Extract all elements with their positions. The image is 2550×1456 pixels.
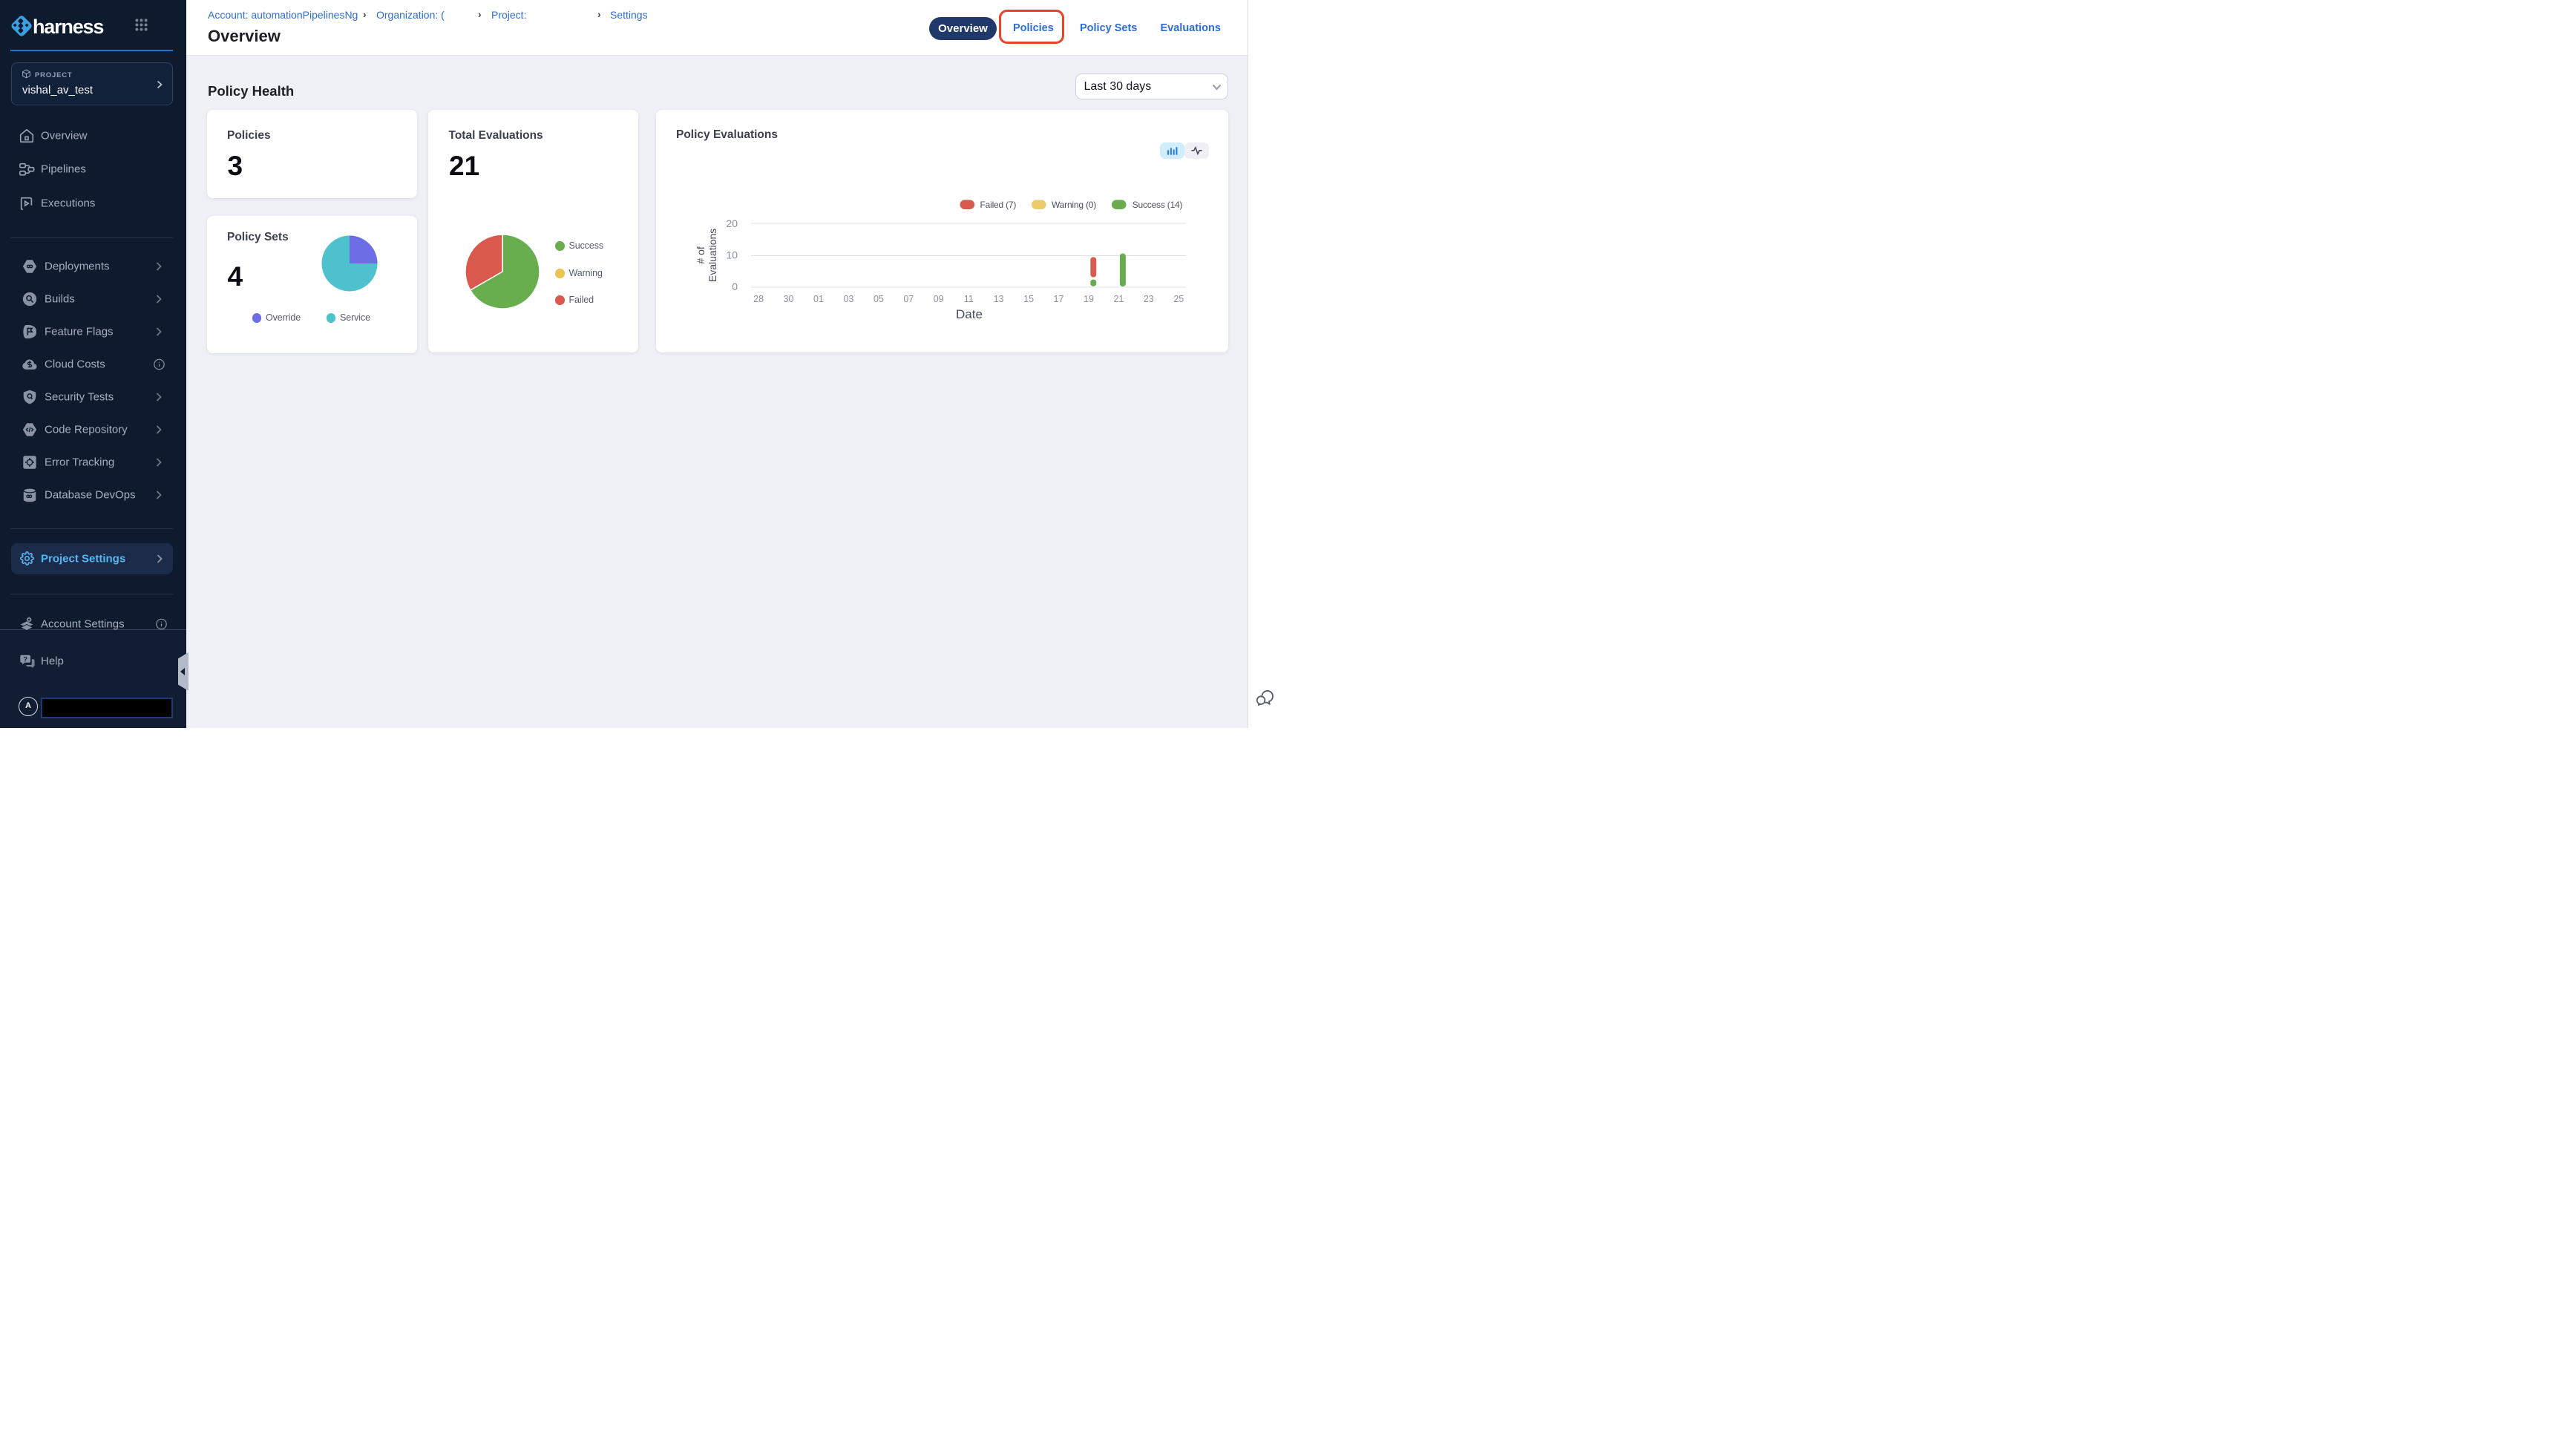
svg-text:Success (14): Success (14) (1132, 200, 1182, 210)
svg-text:11: 11 (963, 294, 973, 304)
svg-text:?: ? (23, 656, 27, 663)
svg-text:Failed (7): Failed (7) (980, 200, 1016, 210)
svg-text:07: 07 (903, 294, 914, 304)
svg-text:21: 21 (1113, 294, 1124, 304)
svg-text:Date: Date (956, 307, 983, 321)
svg-text:28: 28 (753, 294, 764, 304)
svg-text:20: 20 (726, 217, 738, 229)
svg-text:09: 09 (933, 294, 943, 304)
svg-text:0: 0 (732, 281, 738, 292)
svg-text:05: 05 (873, 294, 883, 304)
svg-text:# ofEvaluations: # ofEvaluations (695, 229, 718, 282)
svg-text:03: 03 (843, 294, 853, 304)
svg-text:25: 25 (1173, 294, 1184, 304)
svg-text:19: 19 (1084, 294, 1094, 304)
svg-text:30: 30 (783, 294, 793, 304)
svg-text:23: 23 (1143, 294, 1153, 304)
svg-text:10: 10 (726, 249, 738, 261)
svg-text:01: 01 (813, 294, 824, 304)
svg-text:15: 15 (1023, 294, 1034, 304)
svg-text:17: 17 (1053, 294, 1063, 304)
svg-text:Warning (0): Warning (0) (1052, 200, 1096, 210)
svg-text:13: 13 (993, 294, 1003, 304)
